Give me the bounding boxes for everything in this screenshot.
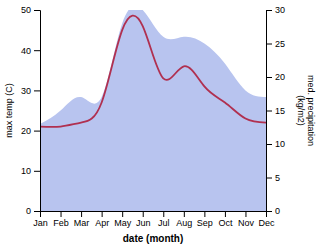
tick-mark bbox=[34, 10, 40, 11]
tick: 30 bbox=[21, 86, 40, 96]
tick-mark bbox=[184, 211, 185, 217]
tick-label: 25 bbox=[275, 39, 285, 49]
tick: Oct bbox=[218, 211, 233, 228]
tick: Mar bbox=[74, 211, 90, 228]
tick: 15 bbox=[266, 106, 285, 116]
tick-mark bbox=[266, 10, 272, 11]
axis-line bbox=[34, 11, 41, 212]
tick: Jan bbox=[33, 211, 48, 228]
chart-svg: JanFebMarAprMayJunJulAugSepOctNovDec0102… bbox=[0, 0, 318, 247]
tick-mark bbox=[266, 77, 272, 78]
tick-label: 10 bbox=[275, 139, 285, 149]
tick-mark bbox=[266, 178, 272, 179]
tick-label: May bbox=[114, 218, 132, 228]
tick-mark bbox=[34, 131, 40, 132]
tick: Jul bbox=[158, 211, 170, 228]
tick-label: 30 bbox=[275, 5, 285, 15]
tick-label: Nov bbox=[238, 218, 255, 228]
precipitation-area bbox=[40, 10, 266, 211]
tick: Sep bbox=[197, 211, 213, 228]
tick: 5 bbox=[266, 173, 280, 183]
tick-label: 0 bbox=[26, 206, 31, 216]
tick-label: Dec bbox=[258, 218, 275, 228]
tick: 30 bbox=[266, 5, 285, 15]
x-axis: Jan Feb Mar Apr May Jun Jul Aug Sep Oct NovDec bbox=[33, 211, 275, 228]
axis-line bbox=[41, 212, 267, 218]
tick-mark bbox=[102, 211, 103, 217]
tick-mark bbox=[225, 211, 226, 217]
tick: Feb bbox=[53, 211, 69, 228]
tick: 20 bbox=[266, 72, 285, 82]
y-axis: 0 10 20 30 40 50 bbox=[21, 5, 41, 216]
tick: Apr bbox=[95, 211, 109, 228]
tick: 50 bbox=[21, 5, 40, 15]
axis-line bbox=[267, 11, 273, 212]
tick: 10 bbox=[266, 139, 285, 149]
tick-mark bbox=[34, 171, 40, 172]
marks bbox=[40, 10, 266, 211]
tick-mark bbox=[266, 144, 272, 145]
tick-label: Jun bbox=[136, 218, 151, 228]
x-axis-title: date (month) bbox=[123, 233, 184, 244]
tick-label: 0 bbox=[275, 206, 280, 216]
tick: Nov bbox=[238, 211, 255, 228]
y2-axis-title-line: med. precipitation bbox=[306, 75, 316, 146]
tick-mark bbox=[34, 50, 40, 51]
tick: Aug bbox=[176, 211, 192, 228]
tick: 0 bbox=[266, 206, 280, 216]
tick-label: 10 bbox=[21, 166, 31, 176]
tick-label: 50 bbox=[21, 5, 31, 15]
tick-mark bbox=[122, 211, 123, 217]
tick: 25 bbox=[266, 39, 285, 49]
tick-label: Apr bbox=[95, 218, 109, 228]
tick-mark bbox=[204, 211, 205, 217]
tick-label: Sep bbox=[197, 218, 213, 228]
tick-label: 5 bbox=[275, 173, 280, 183]
y-axis-title: max temp (C) bbox=[4, 83, 14, 138]
y2-axis: 0 5 10 15 20 25 30 bbox=[266, 5, 285, 216]
tick-label: Aug bbox=[176, 218, 192, 228]
tick-mark bbox=[34, 211, 40, 212]
tick-mark bbox=[81, 211, 82, 217]
tick-mark bbox=[61, 211, 62, 217]
tick-label: 40 bbox=[21, 46, 31, 56]
y2-axis-title: med. precipitation(kg/m2) bbox=[296, 75, 316, 146]
y2-axis-title-line: (kg/m2) bbox=[296, 95, 306, 126]
temperature-line bbox=[40, 16, 266, 127]
tick-mark bbox=[266, 44, 272, 45]
tick-label: Jan bbox=[33, 218, 48, 228]
tick-label: Mar bbox=[74, 218, 90, 228]
tick-label: Oct bbox=[218, 218, 233, 228]
chart-container: JanFebMarAprMayJunJulAugSepOctNovDec0102… bbox=[0, 0, 318, 247]
tick: 20 bbox=[21, 126, 40, 136]
tick: 10 bbox=[21, 166, 40, 176]
tick-label: Feb bbox=[53, 218, 69, 228]
tick: Dec bbox=[258, 211, 275, 228]
tick-label: 30 bbox=[21, 86, 31, 96]
tick-mark bbox=[245, 211, 246, 217]
plot-area: JanFebMarAprMayJunJulAugSepOctNovDec0102… bbox=[4, 5, 316, 244]
tick: May bbox=[114, 211, 132, 228]
tick-mark bbox=[266, 211, 272, 212]
tick-mark bbox=[163, 211, 164, 217]
tick-label: 20 bbox=[21, 126, 31, 136]
tick-label: Jul bbox=[158, 218, 170, 228]
tick-mark bbox=[143, 211, 144, 217]
tick-label: 15 bbox=[275, 106, 285, 116]
tick-label: 20 bbox=[275, 72, 285, 82]
tick: Jun bbox=[136, 211, 151, 228]
tick-mark bbox=[266, 111, 272, 112]
tick-mark bbox=[34, 90, 40, 91]
tick: 40 bbox=[21, 46, 40, 56]
tick: 0 bbox=[26, 206, 40, 216]
